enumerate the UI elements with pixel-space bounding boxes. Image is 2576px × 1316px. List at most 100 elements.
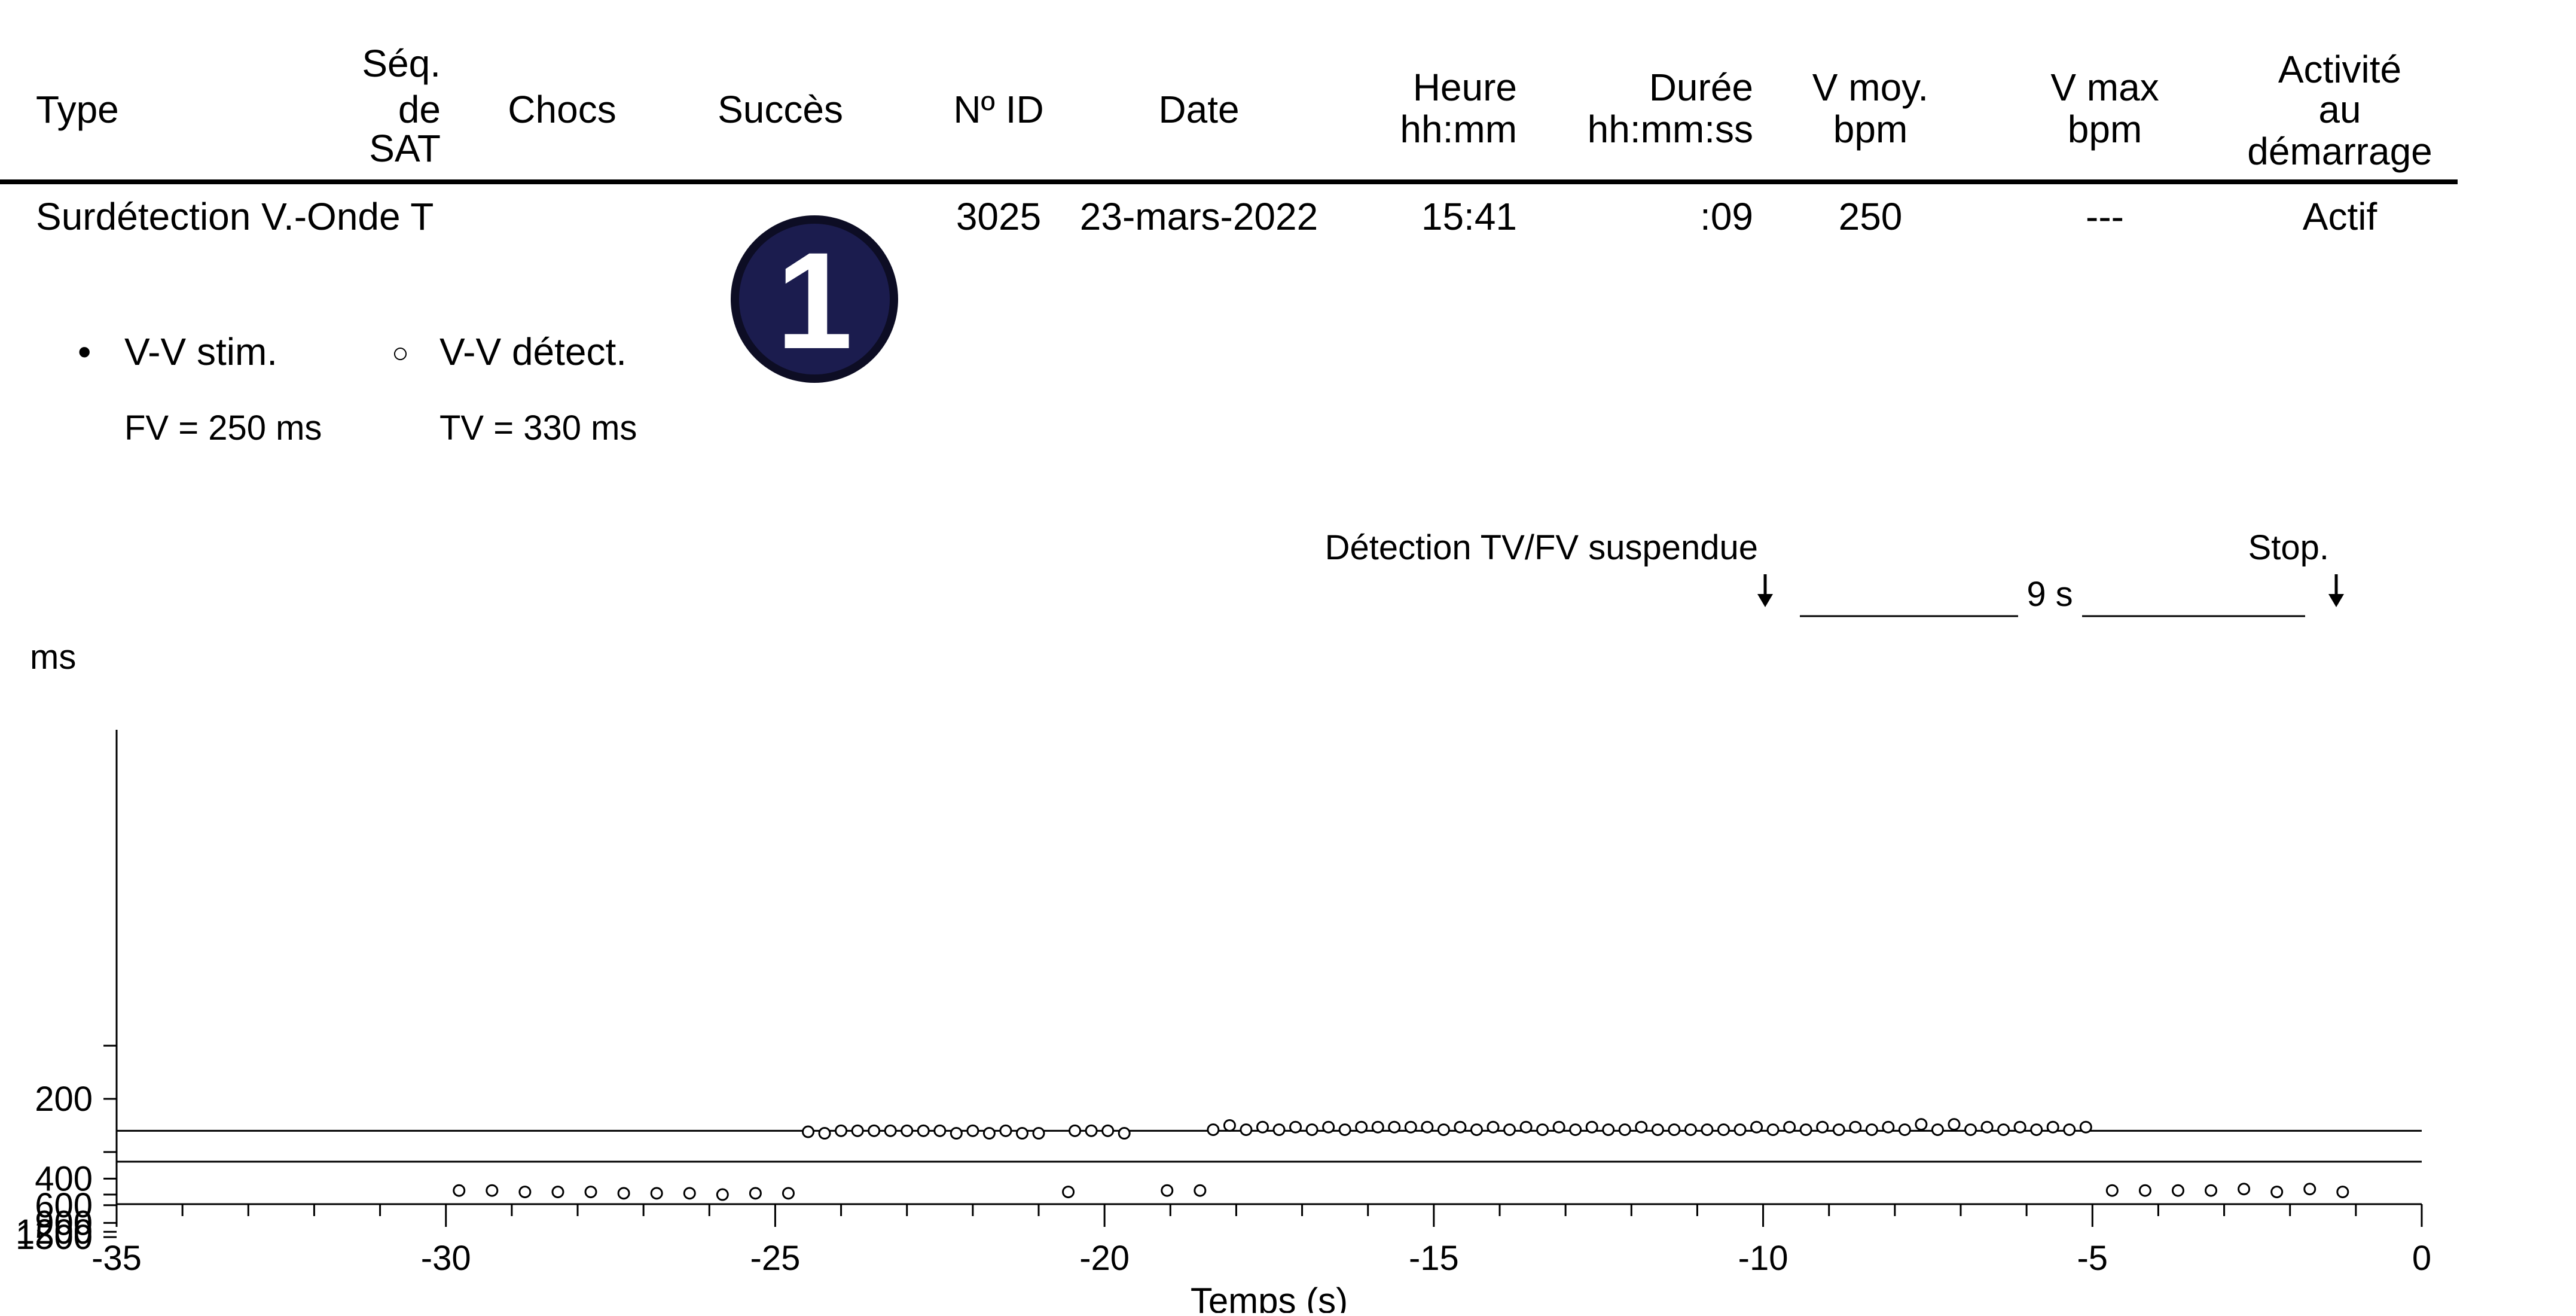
data-point [1503,1123,1516,1137]
data-point [1194,1184,1207,1197]
annotation-stop: Stop. [2248,528,2329,567]
data-point [1997,1123,2010,1137]
data-point [1240,1123,1253,1137]
data-point [1783,1120,1796,1134]
data-point [966,1124,979,1137]
data-point [851,1124,864,1137]
data-point [453,1184,466,1197]
data-point [1161,1184,1174,1197]
x-tick-label: -10 [1738,1239,1788,1278]
row-vmoy: 250 [1839,195,1903,238]
header-date: Date [1158,88,1239,131]
legend-fv: FV = 250 ms [124,409,322,447]
data-point [1015,1127,1028,1140]
step-badge-number: 1 [776,224,853,377]
data-point [584,1186,597,1199]
data-point [1487,1120,1500,1134]
x-tick-label: -25 [750,1239,801,1278]
data-point [2013,1120,2026,1134]
data-point [2105,1184,2119,1197]
data-point [1085,1124,1098,1137]
data-point [933,1124,947,1137]
header-vmoy-line2: bpm [1833,108,1908,151]
data-point [1118,1127,1131,1140]
row-type: Surdétection V.-Onde T [36,195,434,238]
data-point [1832,1123,1845,1137]
row-id: 3025 [956,195,1041,238]
header-id: Nº ID [953,88,1043,131]
data-point [1701,1123,1714,1137]
data-point [2303,1183,2316,1196]
data-point [1371,1120,1384,1134]
header-vmax-line1: V max [2050,66,2159,109]
legend-sensed-label: V-V détect. [439,330,627,373]
data-point [1668,1123,1681,1137]
data-point [1915,1118,1928,1131]
row-heure: 15:41 [1421,195,1517,238]
data-point [884,1124,897,1137]
data-point [1602,1123,1615,1137]
data-point [1766,1123,1780,1137]
data-point [999,1124,1012,1137]
data-point [1421,1120,1434,1134]
legend-tv: TV = 330 ms [439,409,637,447]
table-row: Surdétection V.-Onde T 3025 23-mars-2022… [36,195,2377,238]
data-point [1980,1120,1994,1134]
data-point [2171,1184,2184,1197]
legend-paced-symbol: • [78,330,91,373]
data-point [1684,1123,1697,1137]
data-point [818,1127,831,1140]
data-point [1536,1123,1549,1137]
data-point [1948,1118,1961,1131]
data-point [868,1124,881,1137]
data-point [982,1127,996,1140]
arrow-down-icon [1757,574,1773,607]
data-point [1322,1120,1335,1134]
data-point [1898,1123,1911,1137]
y-axis-unit-label: ms [30,638,76,677]
data-point [1305,1123,1318,1137]
data-point [1882,1120,1895,1134]
legend-sensed-symbol: ○ [392,337,409,369]
annotation-duration: 9 s [2026,575,2073,614]
header-vmoy-line1: V moy. [1812,66,1928,109]
x-tick-label: -15 [1409,1239,1459,1278]
row-duree: :09 [1700,195,1753,238]
header-activite-line2: au [2318,88,2361,131]
data-point [1470,1123,1483,1137]
data-point [1519,1120,1533,1134]
data-point [518,1186,532,1199]
legend: • V-V stim. ○ V-V détect. FV = 250 ms TV… [78,330,637,447]
data-point [2336,1186,2349,1199]
data-point [1931,1123,1944,1137]
data-point [650,1187,663,1200]
header-heure-line1: Heure [1413,66,1517,109]
y-tick-label: 1500 [16,1218,93,1257]
data-point [716,1188,729,1201]
data-point [1618,1123,1631,1137]
header-seq-line1: Séq. [362,42,441,85]
header-seq-line2: de [398,88,441,131]
data-point [782,1187,795,1200]
data-point [1207,1123,1220,1137]
data-point [1032,1127,1045,1140]
data-point [551,1186,564,1199]
x-tick-label: -5 [2077,1239,2108,1278]
data-point [617,1187,630,1200]
x-tick-label: -35 [91,1239,142,1278]
data-point [1272,1123,1286,1137]
annotation-suspended: Détection TV/FV suspendue [1325,528,1758,567]
header-seq-line3: SAT [369,127,441,170]
data-point [1355,1120,1368,1134]
data-point [2205,1184,2218,1197]
data-point [1585,1120,1598,1134]
data-point [1816,1120,1829,1134]
data-point [1717,1123,1730,1137]
header-chocs: Chocs [508,88,616,131]
header-activite-line1: Activité [2278,48,2401,91]
y-tick-label: 900 [35,1204,93,1242]
x-tick-label: -20 [1079,1239,1130,1278]
data-point [1388,1120,1401,1134]
data-point [2138,1184,2151,1197]
